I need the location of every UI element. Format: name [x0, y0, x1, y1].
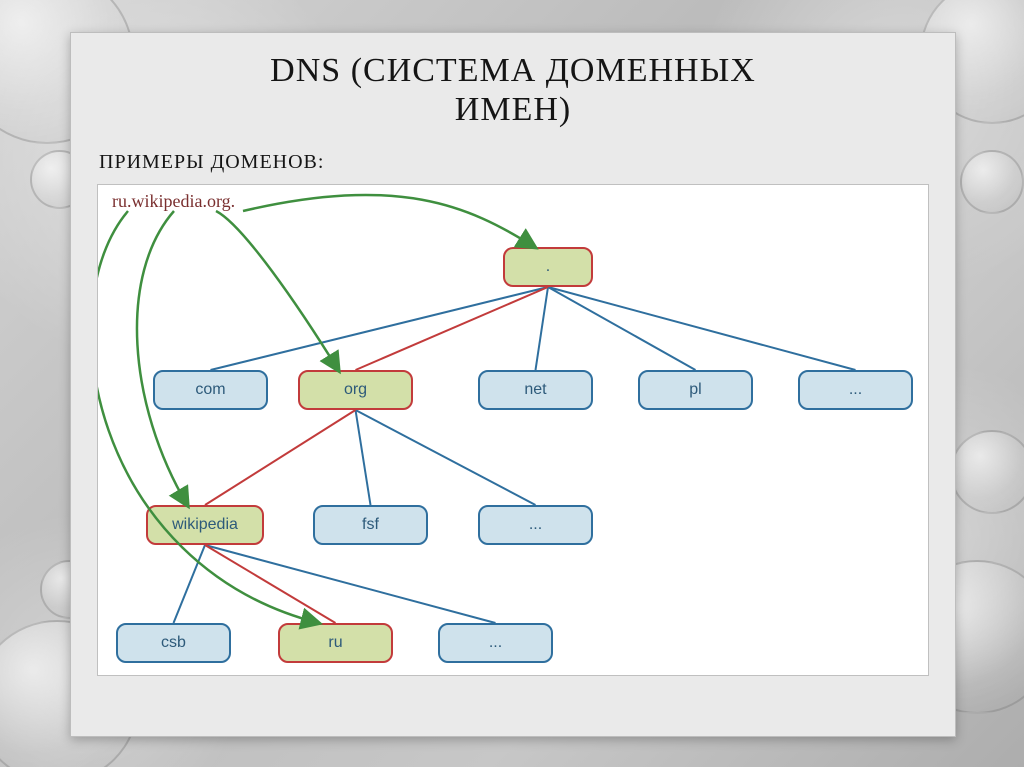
arrows-layer: [98, 185, 928, 675]
breadcrumb-arrow-root: [243, 195, 535, 247]
breadcrumb-arrow-org: [216, 211, 338, 370]
title-line2: ИМЕН): [455, 91, 571, 128]
bubble-decoration: [950, 430, 1024, 514]
title-line1: DNS (СИСТЕМА ДОМЕННЫХ: [270, 52, 756, 89]
slide-title: DNS (СИСТЕМА ДОМЕННЫХ ИМЕН): [71, 33, 955, 129]
breadcrumb-arrow-ru: [98, 211, 318, 623]
slide-card: DNS (СИСТЕМА ДОМЕННЫХ ИМЕН) ПРИМЕРЫ ДОМЕ…: [70, 32, 956, 737]
breadcrumb-arrow-wikipedia: [137, 211, 187, 505]
bubble-decoration: [960, 150, 1024, 214]
slide-background: DNS (СИСТЕМА ДОМЕННЫХ ИМЕН) ПРИМЕРЫ ДОМЕ…: [0, 0, 1024, 767]
dns-tree-chart: ru.wikipedia.org. .comorgnetpl...wikiped…: [97, 184, 929, 676]
slide-subtitle: ПРИМЕРЫ ДОМЕНОВ:: [71, 129, 955, 180]
